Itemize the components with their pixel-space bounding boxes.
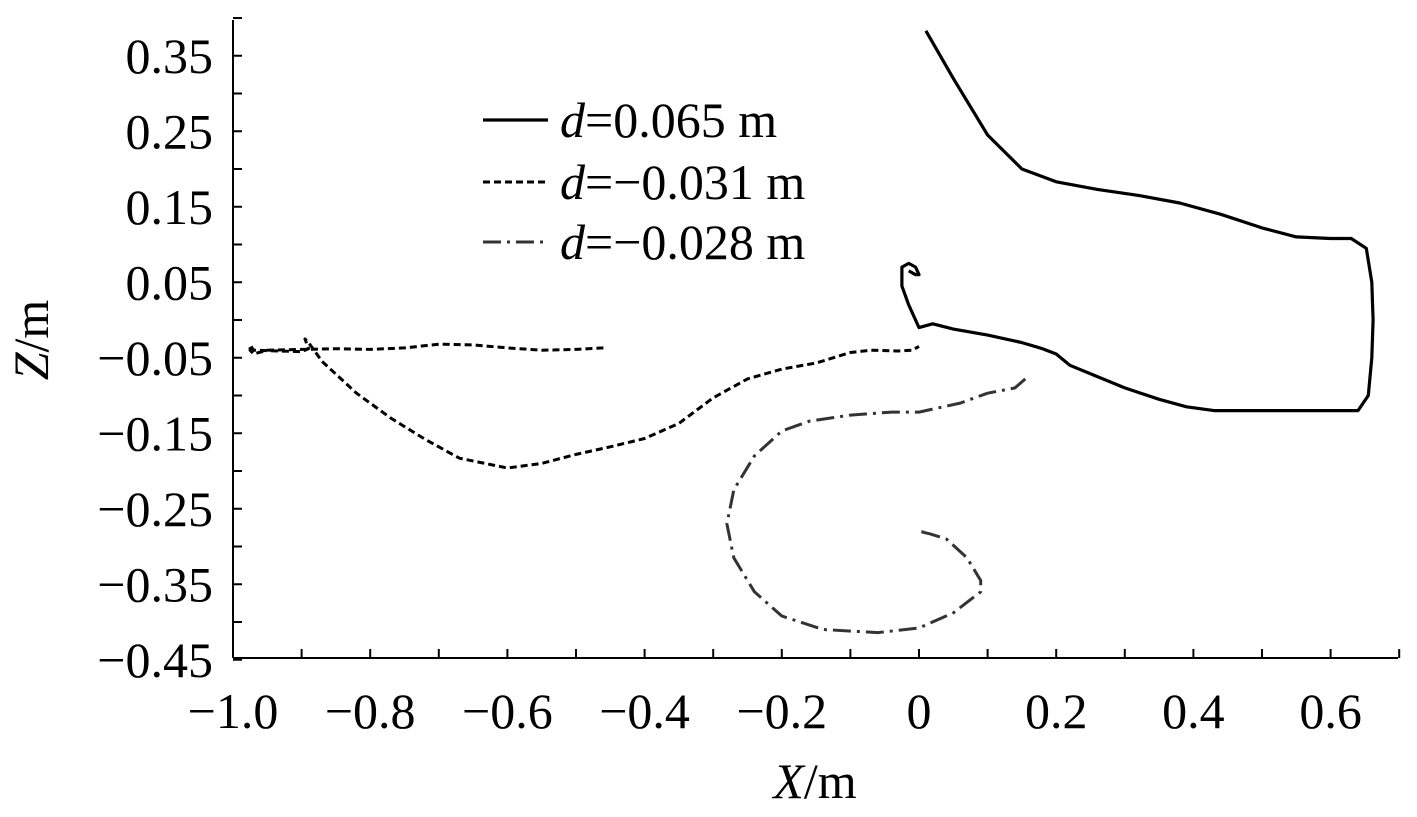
legend-var: d bbox=[560, 154, 586, 210]
x-tick-label: −0.4 bbox=[599, 683, 690, 739]
y-tick-label: −0.35 bbox=[97, 556, 213, 612]
y-tick-label: −0.15 bbox=[97, 405, 213, 461]
x-tick-label: 0 bbox=[907, 683, 932, 739]
legend-label-3: d=−0.028 m bbox=[560, 214, 805, 270]
series-line-1 bbox=[900, 30, 1375, 413]
legend: d=0.065 md=−0.031 md=−0.028 m bbox=[483, 92, 805, 270]
legend-text: =−0.031 m bbox=[585, 154, 805, 210]
series-layer bbox=[248, 30, 1375, 635]
legend-text: =0.065 m bbox=[585, 92, 777, 148]
y-ticks: 0.35 0.25 0.15 0.05 −0.05 −0.15 −0.25 −0.35 −0.4… bbox=[97, 17, 242, 688]
x-tick-label: 0.6 bbox=[1299, 683, 1362, 739]
legend-text: =−0.028 m bbox=[585, 214, 805, 270]
x-tick-label: −1.0 bbox=[188, 683, 279, 739]
y-axis-var: Z bbox=[3, 351, 59, 380]
x-ticks: −1.0 −0.8 −0.6 −0.4 −0.2 0 0.2 0.4 0.6 bbox=[188, 649, 1401, 739]
x-axis-var: X bbox=[771, 753, 806, 809]
axes: −1.0 −0.8 −0.6 −0.4 −0.2 0 0.2 0.4 0.6 0.350.250… bbox=[97, 17, 1401, 739]
y-tick-label: −0.05 bbox=[97, 330, 213, 386]
x-tick-label: −0.8 bbox=[325, 683, 416, 739]
x-tick-label: −0.6 bbox=[462, 683, 553, 739]
y-tick-label: 0.15 bbox=[126, 179, 214, 235]
x-tick-label: −0.2 bbox=[736, 683, 827, 739]
y-tick-label: −0.45 bbox=[97, 632, 213, 688]
y-axis-title: Z/m bbox=[3, 300, 59, 381]
y-axis-unit: /m bbox=[3, 300, 59, 353]
x-axis-unit: /m bbox=[804, 753, 857, 809]
legend-label-2: d=−0.031 m bbox=[560, 154, 805, 210]
series-line-3 bbox=[725, 377, 1027, 635]
y-tick-label: 0.25 bbox=[126, 103, 214, 159]
x-tick-label: 0.4 bbox=[1162, 683, 1225, 739]
y-tick-label: 0.35 bbox=[126, 28, 214, 84]
y-tick-label: −0.25 bbox=[97, 481, 213, 537]
legend-var: d bbox=[560, 92, 586, 148]
x-tick-label: 0.2 bbox=[1025, 683, 1088, 739]
legend-var: d bbox=[560, 214, 586, 270]
series-line-2 bbox=[248, 337, 920, 470]
y-tick-label: 0.05 bbox=[126, 254, 214, 310]
legend-label-1: d=0.065 m bbox=[560, 92, 777, 148]
x-axis-title: X/m bbox=[771, 753, 856, 809]
